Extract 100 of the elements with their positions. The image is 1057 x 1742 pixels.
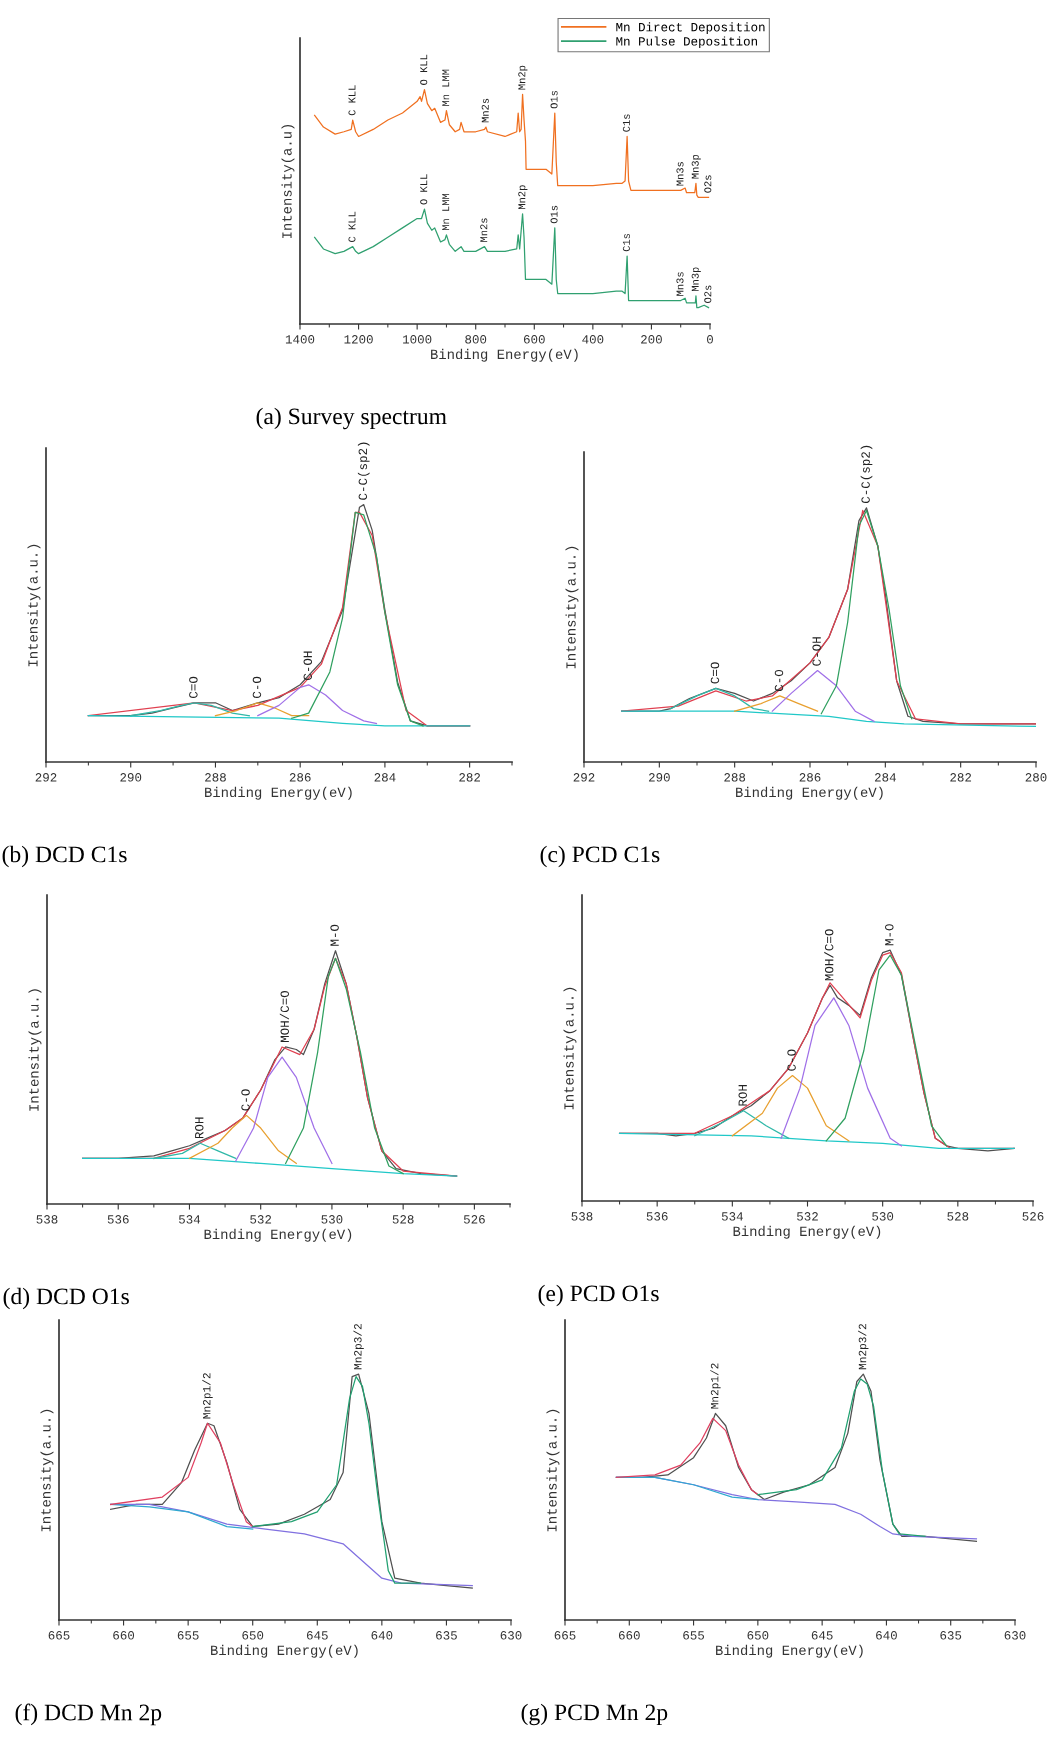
- x-tick-label: 286: [289, 773, 311, 782]
- x-tick-label: 655: [683, 1631, 705, 1640]
- annotation: C1s: [622, 114, 630, 132]
- x-tick-label: 288: [205, 773, 226, 782]
- x-tick-label: 538: [571, 1212, 593, 1221]
- y-axis-title: Intensity(a.u.): [28, 989, 42, 1111]
- annotation: C KLL: [348, 85, 356, 116]
- y-axis-title: Intensity(a.u.): [40, 1409, 54, 1532]
- x-axis-title: Binding Energy(eV): [716, 1644, 863, 1658]
- x-tick-label: 282: [950, 773, 972, 782]
- annotation: Mn3s: [676, 272, 684, 296]
- x-axis-title: Binding Energy(eV): [211, 1644, 358, 1658]
- annotation: ROH: [738, 1085, 747, 1106]
- y-axis-title: Intensity(a.u.): [565, 546, 579, 669]
- annotation: O1s: [550, 205, 558, 224]
- annotation: C-C(sp2): [860, 445, 873, 504]
- x-tick-label: 645: [306, 1631, 328, 1640]
- x-tick-label: 655: [177, 1631, 199, 1640]
- x-tick-label: 534: [178, 1215, 201, 1224]
- x-tick-label: 532: [250, 1215, 272, 1224]
- x-tick-label: 284: [874, 773, 896, 782]
- x-tick-label: 650: [747, 1631, 769, 1640]
- annotation: O1s: [550, 90, 558, 109]
- x-tick-label: 1200: [344, 335, 373, 344]
- x-tick-label: 538: [36, 1215, 58, 1224]
- x-tick-label: 290: [648, 773, 670, 782]
- annotation: Mn2s: [481, 98, 489, 123]
- annotation: Mn LMM: [442, 69, 450, 106]
- annotation: C KLL: [348, 211, 356, 242]
- x-tick-label: 530: [872, 1212, 894, 1221]
- text: (d) DCD O1s: [3, 1287, 129, 1310]
- x-tick-label: 600: [523, 335, 545, 344]
- annotation: C-OH: [303, 651, 313, 680]
- x-tick-label: 630: [500, 1631, 522, 1640]
- x-tick-label: 630: [1004, 1631, 1026, 1640]
- x-tick-label: 282: [459, 773, 480, 782]
- x-tick-label: 280: [1025, 773, 1047, 782]
- x-tick-label: 1400: [285, 335, 315, 344]
- annotation: Mn3s: [676, 162, 684, 186]
- x-tick-label: 536: [107, 1215, 129, 1224]
- annotation: ROH: [195, 1117, 204, 1139]
- x-axis-title: Binding Energy(eV): [733, 1225, 881, 1239]
- x-tick-label: 292: [35, 773, 57, 782]
- legend-label: Mn Pulse Deposition: [616, 36, 757, 49]
- x-tick-label: 532: [797, 1212, 818, 1221]
- text: (b) DCD C1s: [2, 845, 127, 868]
- y-axis-title: Intensity(a.u.): [563, 987, 577, 1110]
- x-tick-label: 536: [646, 1212, 668, 1221]
- annotation: O2s: [704, 175, 712, 193]
- annotation: Mn2s: [480, 218, 488, 242]
- annotation: Mn3p: [691, 267, 701, 292]
- text: (e) PCD O1s: [538, 1284, 659, 1307]
- annotation: C-O: [252, 676, 262, 698]
- annotation: M-O: [885, 924, 894, 946]
- x-tick-label: 526: [1022, 1212, 1044, 1221]
- annotation: MOH/C=O: [279, 990, 289, 1043]
- text: (a) Survey spectrum: [256, 407, 447, 430]
- x-tick-label: 528: [947, 1212, 969, 1221]
- x-tick-label: 290: [120, 773, 142, 782]
- text: (c) PCD C1s: [540, 845, 660, 868]
- annotation: C-O: [774, 669, 784, 692]
- y-axis-title: Intensity(a.u.): [546, 1409, 560, 1532]
- x-tick-label: 665: [554, 1631, 576, 1640]
- text: (g) PCD Mn 2p: [521, 1703, 668, 1726]
- text: (f) DCD Mn 2p: [15, 1703, 162, 1726]
- annotation: M-O: [330, 924, 339, 946]
- y-axis-title: Intensity(a.u.): [27, 544, 41, 667]
- annotation: MOH/C=O: [824, 929, 834, 981]
- annotation: Mn LMM: [442, 193, 450, 231]
- annotation: Mn2p: [518, 65, 528, 90]
- x-tick-label: 0: [707, 335, 713, 344]
- annotation: C-O: [787, 1049, 796, 1071]
- x-tick-label: 284: [374, 773, 396, 782]
- x-axis-title: Binding Energy(eV): [204, 1228, 352, 1242]
- x-axis-title: Binding Energy(eV): [736, 786, 883, 800]
- x-tick-label: 660: [618, 1631, 640, 1640]
- x-tick-label: 526: [463, 1215, 485, 1224]
- x-tick-label: 1000: [403, 335, 432, 344]
- annotation: C-O: [241, 1089, 250, 1111]
- x-tick-label: 660: [113, 1631, 135, 1640]
- annotation: C=O: [710, 662, 720, 684]
- legend-label: Mn Direct Deposition: [616, 22, 765, 34]
- x-tick-label: 286: [799, 773, 821, 782]
- annotation: Mn2p3/2: [353, 1324, 364, 1370]
- annotation: Mn2p: [518, 185, 528, 209]
- x-tick-label: 665: [48, 1631, 70, 1640]
- y-axis-title: Intensity(a.u): [281, 124, 295, 238]
- x-tick-label: 530: [321, 1215, 343, 1224]
- x-tick-label: 534: [721, 1212, 743, 1221]
- x-tick-label: 800: [465, 335, 487, 344]
- annotation: O KLL: [420, 174, 428, 205]
- annotation: O KLL: [420, 54, 428, 85]
- x-tick-label: 288: [724, 773, 746, 782]
- x-axis-title: Binding Energy(eV): [205, 786, 352, 800]
- x-tick-label: 200: [641, 335, 662, 344]
- annotation: Mn2p1/2: [710, 1363, 721, 1409]
- annotation: C-OH: [812, 637, 821, 666]
- x-tick-label: 640: [876, 1631, 897, 1640]
- x-tick-label: 400: [582, 335, 604, 344]
- x-tick-label: 528: [392, 1215, 414, 1224]
